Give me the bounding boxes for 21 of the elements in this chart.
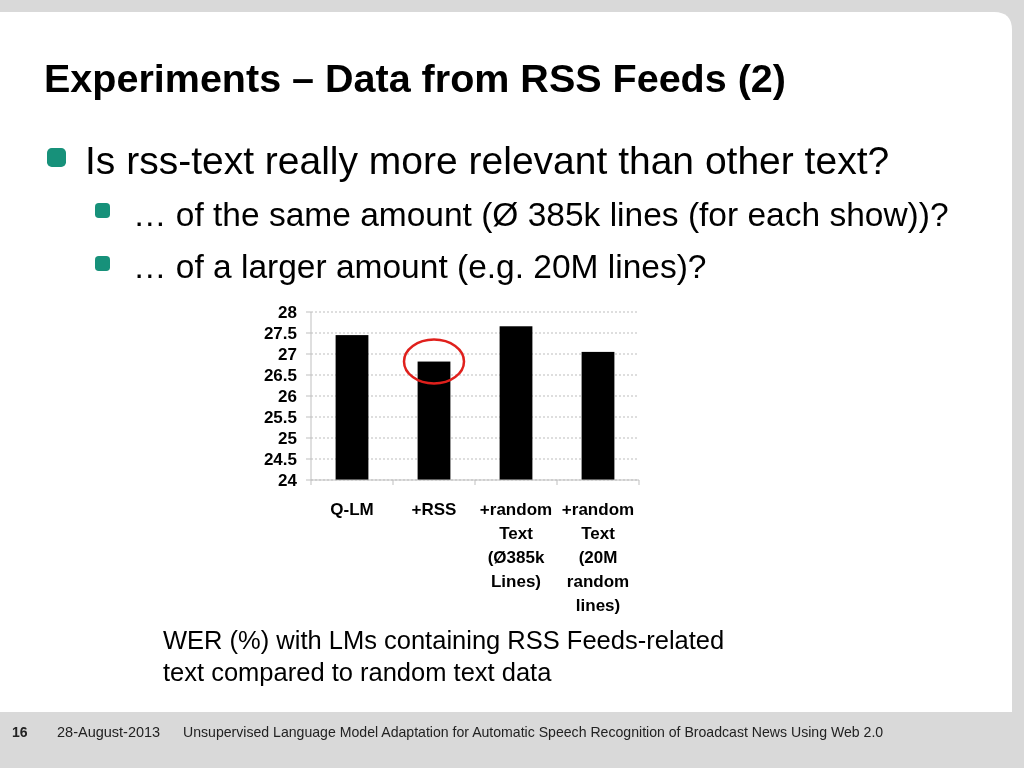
text: Unsupervised Language Model Adaptation for Automatic Speech Recognition of Broadcast News Using Web 2.0: [183, 724, 884, 740]
y-tick-label: 24.5: [263, 449, 297, 469]
y-tick-label: 26.5: [263, 365, 297, 385]
chart-title: Experiments – Data from RSS Feeds (2): [44, 56, 786, 100]
y-tick-label: 28: [278, 302, 297, 322]
text: 28-August-2013: [57, 724, 161, 740]
y-tick-label: 27.5: [263, 323, 297, 343]
text: WER (%) with LMs containing RSS Feeds-related text compared to random text data: [163, 626, 725, 686]
x-tick-label: +random Text (20M random lines): [561, 500, 635, 615]
text: 16: [12, 724, 28, 740]
y-tick-label: 25: [278, 428, 297, 448]
text: … of a larger amount (e.g. 20M lines)?: [133, 248, 707, 285]
y-tick-label: 26: [278, 386, 297, 406]
text: … of the same amount (Ø 385k lines (for each show))?: [133, 196, 949, 233]
text: Is rss-text really more relevant than other text?: [85, 139, 890, 182]
x-tick-label: Q-LM: [330, 500, 374, 519]
x-tick-label: +RSS: [411, 500, 457, 519]
y-tick-label: 25.5: [263, 407, 297, 427]
y-tick-label: 27: [278, 344, 297, 364]
x-tick-label: +random Text (Ø385k Lines): [479, 500, 553, 591]
y-tick-label: 24: [278, 470, 298, 490]
